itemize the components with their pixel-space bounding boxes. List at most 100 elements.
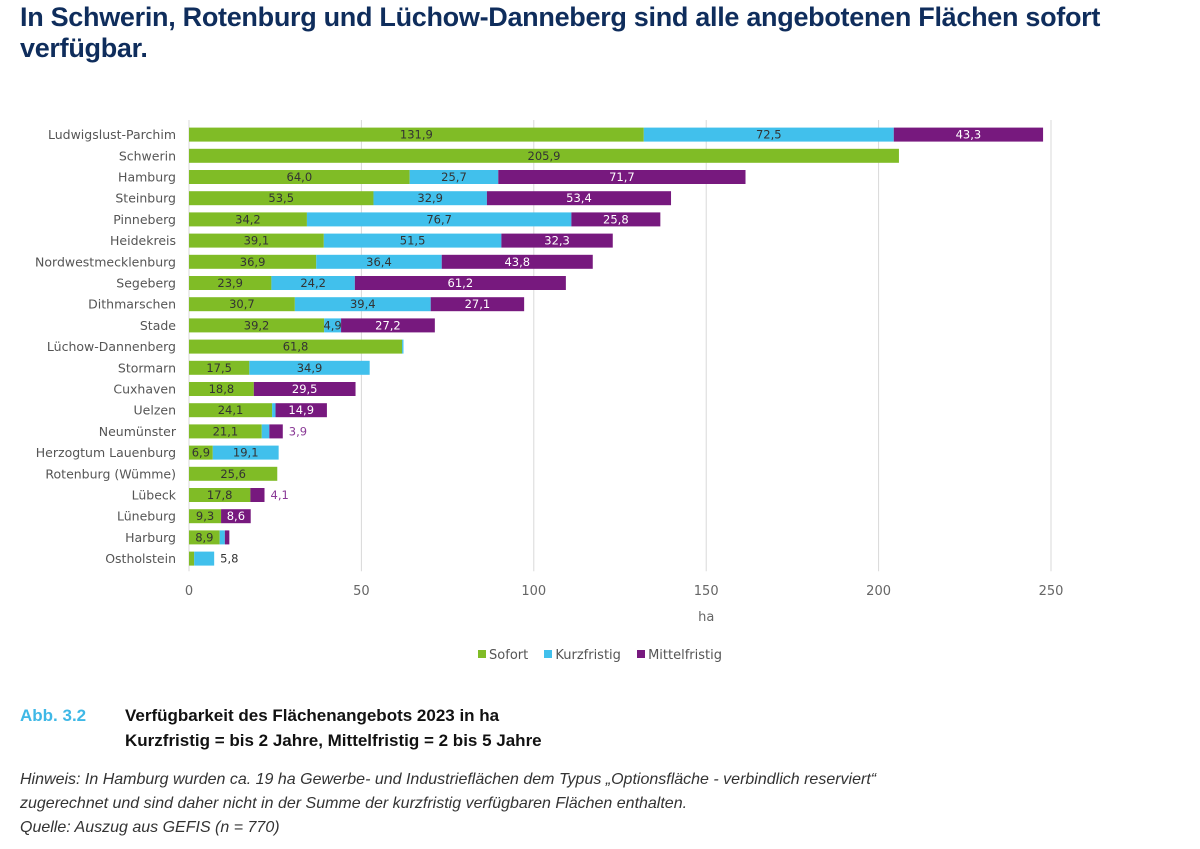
- bar-sofort-nordwestmecklenburg: [189, 254, 317, 269]
- data-label-sofort-hamburg: 64,0: [287, 170, 313, 184]
- bar-mittelfristig-lübeck: [250, 488, 265, 502]
- data-label-sofort-stormarn: 17,5: [206, 361, 232, 375]
- bar-sofort-dithmarschen: [189, 297, 295, 312]
- data-label-sofort-segeberg: 23,9: [217, 276, 243, 290]
- data-label-kurzfristig-heidekreis: 51,5: [400, 234, 426, 248]
- stacked-bar-chart: 0 50 100 150 200 250 ha Ludwigslust-Parchim 131,…: [35, 120, 1064, 625]
- bar-sofort-heidekreis: [189, 233, 324, 248]
- data-label-kurzfristig-ostholstein: 5,8: [220, 552, 238, 566]
- data-label-sofort-lübeck: 17,8: [207, 488, 233, 502]
- legend-item-sofort: Sofort: [478, 648, 528, 663]
- bar-sofort-hamburg: [189, 170, 410, 184]
- data-label-sofort-rotenburg-wümme: 25,6: [220, 467, 246, 481]
- category-label-pinneberg: Pinneberg: [113, 212, 176, 227]
- data-label-mittelfristig-nordwestmecklenburg: 43,8: [504, 255, 530, 269]
- category-label-dithmarschen: Dithmarschen: [88, 297, 176, 312]
- x-tick-label-250: 250: [1039, 584, 1064, 599]
- x-axis-label: ha: [698, 610, 714, 625]
- data-label-sofort-lüneburg: 9,3: [196, 509, 214, 523]
- data-label-kurzfristig-stormarn: 34,9: [297, 361, 323, 375]
- category-label-stade: Stade: [140, 318, 176, 333]
- data-label-kurzfristig-hamburg: 25,7: [441, 170, 467, 184]
- data-label-sofort-pinneberg: 34,2: [235, 212, 261, 226]
- data-label-sofort-herzogtum-lauenburg: 6,9: [192, 446, 210, 460]
- bar-kurzfristig-dithmarschen: [294, 297, 431, 312]
- category-label-herzogtum-lauenburg: Herzogtum Lauenburg: [36, 445, 176, 460]
- bar-sofort-steinburg: [189, 191, 374, 206]
- bar-mittelfristig-stade: [341, 318, 435, 333]
- data-label-mittelfristig-heidekreis: 32,3: [544, 234, 570, 248]
- category-label-neumünster: Neumünster: [99, 424, 177, 439]
- bar-sofort-ludwigslust-parchim: [189, 127, 644, 142]
- category-label-lübeck: Lübeck: [132, 488, 177, 503]
- bar-mittelfristig-steinburg: [486, 191, 672, 206]
- bar-kurzfristig-neumünster: [261, 424, 270, 439]
- bar-mittelfristig-dithmarschen: [430, 297, 525, 312]
- bar-mittelfristig-pinneberg: [571, 212, 661, 227]
- legend-item-kurzfristig: Kurzfristig: [544, 648, 621, 663]
- legend-label-mittelfristig: Mittelfristig: [648, 648, 722, 663]
- data-label-sofort-steinburg: 53,5: [268, 191, 294, 205]
- headline: In Schwerin, Rotenburg und Lüchow-Danneb…: [20, 2, 1101, 63]
- data-label-sofort-heidekreis: 39,1: [244, 234, 270, 248]
- figure-subtitle: Kurzfristig = bis 2 Jahre, Mittelfristig…: [125, 731, 542, 750]
- bar-kurzfristig-steinburg: [373, 191, 487, 206]
- category-label-schwerin: Schwerin: [119, 148, 176, 163]
- bar-mittelfristig-neumünster: [269, 424, 283, 439]
- data-label-kurzfristig-herzogtum-lauenburg: 19,1: [233, 446, 259, 460]
- category-label-ludwigslust-parchim: Ludwigslust-Parchim: [48, 127, 176, 142]
- legend-swatch-sofort: [478, 650, 487, 658]
- bar-sofort-rotenburg-wümme: [189, 466, 278, 481]
- bar-kurzfristig-ostholstein: [194, 551, 215, 566]
- x-tick-label-200: 200: [866, 584, 891, 599]
- bar-sofort-herzogtum-lauenburg: [189, 445, 213, 460]
- category-label-uelzen: Uelzen: [134, 403, 177, 418]
- category-label-segeberg: Segeberg: [116, 276, 176, 291]
- category-label-lüneburg: Lüneburg: [117, 509, 176, 524]
- data-label-kurzfristig-nordwestmecklenburg: 36,4: [366, 255, 392, 269]
- hint-line-1: Hinweis: In Hamburg wurden ca. 19 ha Gew…: [20, 771, 877, 788]
- data-label-sofort-dithmarschen: 30,7: [229, 297, 255, 311]
- bar-sofort-stormarn: [189, 360, 250, 375]
- data-label-kurzfristig-pinneberg: 76,7: [426, 212, 452, 226]
- bar-mittelfristig-hamburg: [498, 170, 746, 184]
- bar-sofort-schwerin: [189, 148, 899, 163]
- bar-mittelfristig-ludwigslust-parchim: [893, 127, 1044, 142]
- bar-kurzfristig-segeberg: [271, 276, 355, 290]
- bar-mittelfristig-segeberg: [354, 276, 566, 290]
- category-label-rotenburg-wümme: Rotenburg (Wümme): [45, 466, 176, 481]
- bar-kurzfristig-hamburg: [409, 170, 499, 184]
- figure-title: Verfügbarkeit des Flächenangebots 2023 i…: [125, 706, 500, 725]
- bar-kurzfristig-heidekreis: [323, 233, 502, 248]
- x-tick-label-0: 0: [185, 584, 193, 599]
- bar-sofort-neumünster: [189, 424, 262, 439]
- legend-label-kurzfristig: Kurzfristig: [555, 648, 621, 663]
- category-label-hamburg: Hamburg: [118, 170, 176, 185]
- chart-legend: Sofort Kurzfristig Mittelfristig: [0, 648, 1200, 663]
- data-label-sofort-cuxhaven: 18,8: [209, 382, 235, 396]
- bar-kurzfristig-ludwigslust-parchim: [643, 127, 894, 142]
- figure-notes: Hinweis: In Hamburg wurden ca. 19 ha Gew…: [20, 768, 876, 840]
- bar-mittelfristig-cuxhaven: [253, 382, 356, 396]
- data-label-sofort-harburg: 8,9: [195, 530, 213, 544]
- data-label-sofort-nordwestmecklenburg: 36,9: [240, 255, 266, 269]
- figure-number: Abb. 3.2: [20, 706, 87, 725]
- data-label-sofort-lüchow-dannenberg: 61,8: [283, 340, 309, 354]
- bar-kurzfristig-uelzen: [272, 403, 276, 418]
- data-label-mittelfristig-pinneberg: 25,8: [603, 212, 629, 226]
- x-tick-label-100: 100: [521, 584, 546, 599]
- source-line: Quelle: Auszug aus GEFIS (n = 770): [20, 819, 280, 836]
- bar-mittelfristig-uelzen: [275, 403, 327, 418]
- bar-sofort-cuxhaven: [189, 382, 254, 396]
- legend-item-mittelfristig: Mittelfristig: [637, 648, 722, 663]
- data-label-kurzfristig-segeberg: 24,2: [300, 276, 326, 290]
- category-label-harburg: Harburg: [125, 530, 176, 545]
- category-label-stormarn: Stormarn: [118, 360, 176, 375]
- data-label-kurzfristig-stade: 4,9: [323, 318, 341, 332]
- bar-sofort-lüneburg: [189, 509, 222, 524]
- data-label-mittelfristig-lübeck: 4,1: [271, 488, 289, 502]
- data-label-kurzfristig-steinburg: 32,9: [417, 191, 443, 205]
- data-label-mittelfristig-ludwigslust-parchim: 43,3: [956, 128, 982, 142]
- category-label-heidekreis: Heidekreis: [110, 233, 176, 248]
- bar-kurzfristig-nordwestmecklenburg: [316, 254, 442, 269]
